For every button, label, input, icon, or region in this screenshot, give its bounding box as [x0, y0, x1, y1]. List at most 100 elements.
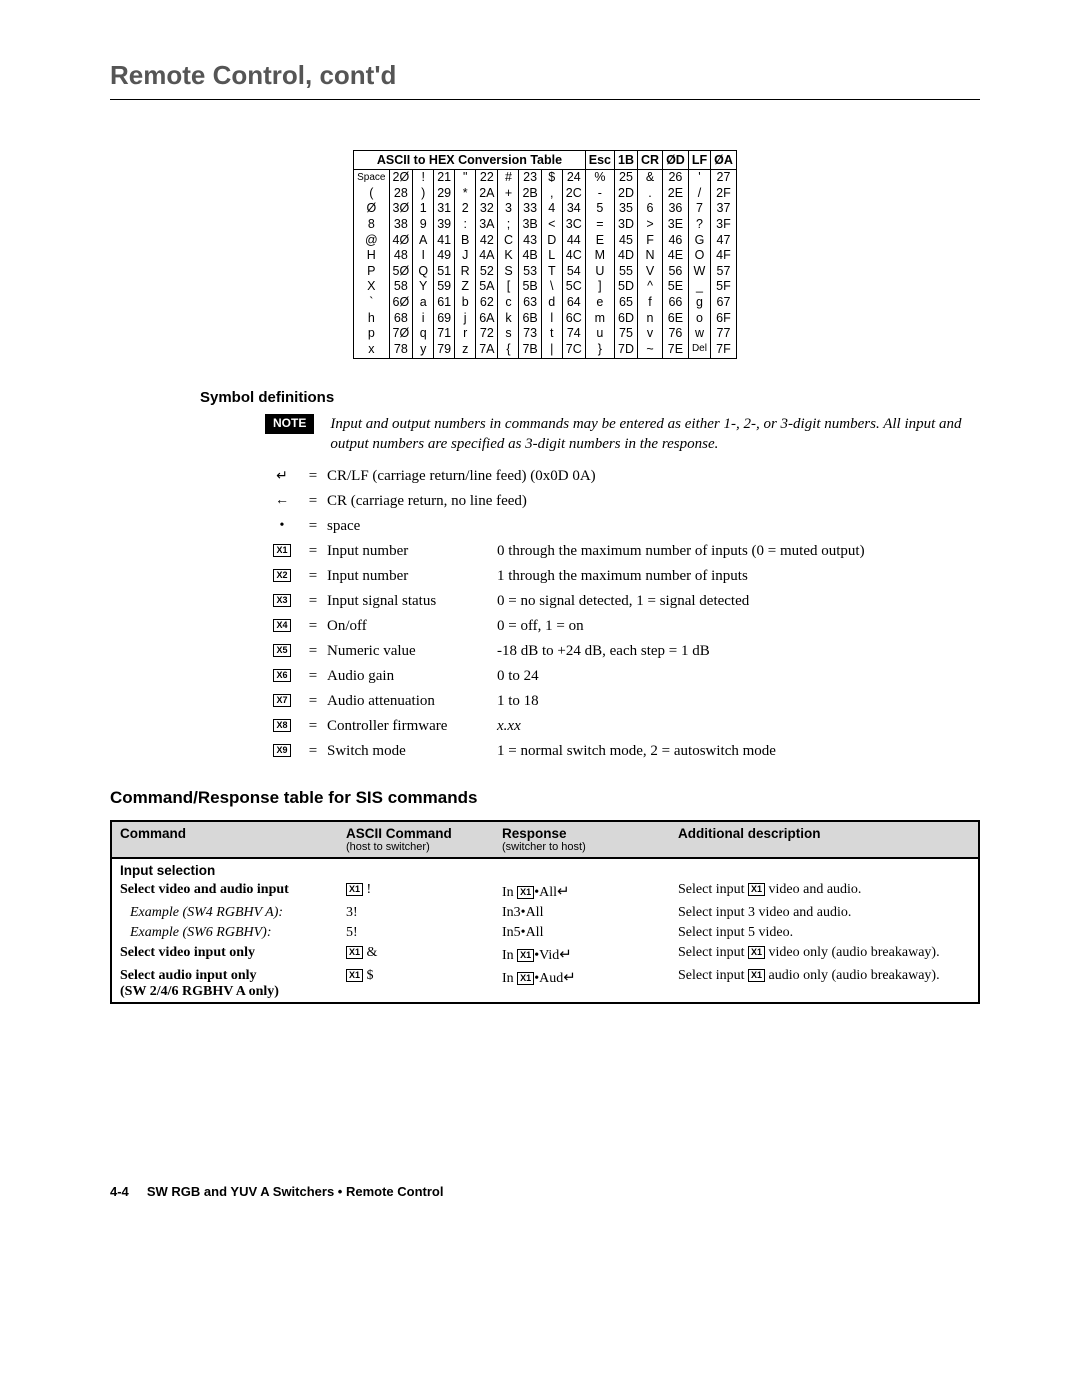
- ascii-hex: 7A: [476, 342, 498, 358]
- footer-text: SW RGB and YUV A Switchers • Remote Cont…: [147, 1184, 444, 1199]
- ascii-char: ^: [638, 279, 663, 295]
- ascii-char: -: [585, 186, 614, 202]
- ascii-hex: 3Ø: [389, 201, 413, 217]
- ascii-hex: 28: [389, 186, 413, 202]
- ascii-char: %: [585, 170, 614, 186]
- note-text: Input and output numbers in commands may…: [330, 414, 980, 455]
- ascii-hex: 3E: [663, 217, 689, 233]
- col-response: Response(switcher to host): [494, 821, 670, 858]
- ascii-char: w: [688, 326, 710, 342]
- ascii-extra-lf-ch: LF: [688, 151, 710, 170]
- ascii-char: g: [688, 295, 710, 311]
- ascii-extra-cr-hex: ØD: [663, 151, 689, 170]
- cmd-response: In5•All: [494, 923, 670, 943]
- cmd-name: Select audio input only(SW 2/4/6 RGBHV A…: [111, 966, 338, 1003]
- ascii-hex: 43: [519, 233, 541, 249]
- ascii-hex: 23: [519, 170, 541, 186]
- definition-row: X9=Switch mode1 = normal switch mode, 2 …: [265, 743, 980, 760]
- ascii-char: G: [688, 233, 710, 249]
- ascii-hex: 59: [434, 279, 455, 295]
- ascii-char: A: [413, 233, 434, 249]
- col-description: Additional description: [670, 821, 979, 858]
- ascii-char: S: [498, 264, 519, 280]
- ascii-char: 8: [354, 217, 389, 233]
- ascii-hex: 25: [615, 170, 638, 186]
- ascii-hex: 41: [434, 233, 455, 249]
- ascii-hex: 27: [711, 170, 737, 186]
- ascii-char: 5: [585, 201, 614, 217]
- cmd-response: In3•All: [494, 903, 670, 923]
- ascii-hex: 2Ø: [389, 170, 413, 186]
- ascii-char: K: [498, 248, 519, 264]
- ascii-char: a: [413, 295, 434, 311]
- ascii-hex: 66: [663, 295, 689, 311]
- ascii-char: *: [455, 186, 476, 202]
- ascii-hex: 63: [519, 295, 541, 311]
- ascii-char: f: [638, 295, 663, 311]
- ascii-char: x: [354, 342, 389, 358]
- ascii-char: b: [455, 295, 476, 311]
- cmd-ascii: X1 &: [338, 943, 494, 966]
- ascii-char: 9: [413, 217, 434, 233]
- ascii-char: Ø: [354, 201, 389, 217]
- ascii-hex: 3D: [615, 217, 638, 233]
- ascii-char: W: [688, 264, 710, 280]
- ascii-hex: 74: [562, 326, 585, 342]
- ascii-char: =: [585, 217, 614, 233]
- ascii-char: D: [541, 233, 562, 249]
- ascii-char: Del: [688, 342, 710, 358]
- ascii-char: s: [498, 326, 519, 342]
- ascii-char: J: [455, 248, 476, 264]
- ascii-char: E: [585, 233, 614, 249]
- ascii-hex: 57: [711, 264, 737, 280]
- ascii-hex: 3C: [562, 217, 585, 233]
- ascii-char: +: [498, 186, 519, 202]
- ascii-char: 2: [455, 201, 476, 217]
- command-table-heading: Command/Response table for SIS commands: [110, 788, 980, 808]
- cmd-ascii: 5!: [338, 923, 494, 943]
- cmd-ascii: X1 $: [338, 966, 494, 1003]
- ascii-hex: 54: [562, 264, 585, 280]
- note-badge: NOTE: [265, 414, 314, 434]
- ascii-char: c: [498, 295, 519, 311]
- ascii-hex: 6D: [615, 311, 638, 327]
- ascii-char: ): [413, 186, 434, 202]
- ascii-char: ,: [541, 186, 562, 202]
- ascii-char: I: [413, 248, 434, 264]
- ascii-char: R: [455, 264, 476, 280]
- cmd-name: Example (SW4 RGBHV A):: [111, 903, 338, 923]
- ascii-hex: 3F: [711, 217, 737, 233]
- ascii-hex: 2E: [663, 186, 689, 202]
- cmd-response: In X1•Vid↵: [494, 943, 670, 966]
- ascii-hex: 46: [663, 233, 689, 249]
- ascii-char: Q: [413, 264, 434, 280]
- ascii-hex: 5C: [562, 279, 585, 295]
- cmd-desc: Select input X1 video and audio.: [670, 880, 979, 903]
- ascii-hex: 7E: [663, 342, 689, 358]
- ascii-char: Z: [455, 279, 476, 295]
- ascii-char: #: [498, 170, 519, 186]
- ascii-hex: 6C: [562, 311, 585, 327]
- ascii-char: [: [498, 279, 519, 295]
- ascii-char: ~: [638, 342, 663, 358]
- definition-row: X8=Controller firmwarex.xx: [265, 718, 980, 735]
- ascii-hex: 7Ø: [389, 326, 413, 342]
- ascii-hex: 6Ø: [389, 295, 413, 311]
- ascii-hex: 76: [663, 326, 689, 342]
- ascii-char: ': [688, 170, 710, 186]
- ascii-hex: 6E: [663, 311, 689, 327]
- ascii-hex: 36: [663, 201, 689, 217]
- ascii-char: r: [455, 326, 476, 342]
- ascii-hex: 38: [389, 217, 413, 233]
- ascii-hex: 64: [562, 295, 585, 311]
- ascii-char: ": [455, 170, 476, 186]
- ascii-hex: 29: [434, 186, 455, 202]
- ascii-char: 3: [498, 201, 519, 217]
- ascii-hex: 65: [615, 295, 638, 311]
- definition-row: ←=CR (carriage return, no line feed): [265, 493, 980, 510]
- cmd-ascii: X1 !: [338, 880, 494, 903]
- ascii-hex: 47: [711, 233, 737, 249]
- ascii-hex: 5E: [663, 279, 689, 295]
- definition-row: X5=Numeric value-18 dB to +24 dB, each s…: [265, 643, 980, 660]
- ascii-hex: 61: [434, 295, 455, 311]
